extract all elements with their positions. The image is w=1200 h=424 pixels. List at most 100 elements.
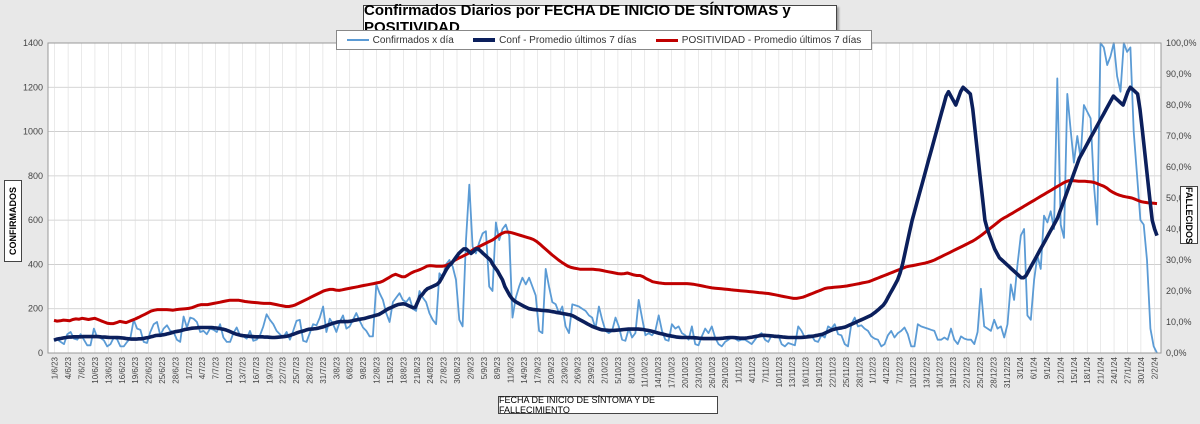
x-tick-label: 19/6/23 <box>131 356 140 383</box>
x-tick-label: 4/7/23 <box>198 356 207 379</box>
x-tick-label: 28/7/23 <box>305 356 314 383</box>
y2-tick-label: 100,0% <box>1166 38 1197 48</box>
x-tick-label: 2/9/23 <box>466 356 475 379</box>
y-tick-label: 600 <box>28 215 43 225</box>
x-tick-label: 26/10/23 <box>708 356 717 388</box>
y2-tick-label: 40,0% <box>1166 224 1192 234</box>
x-tick-label: 25/6/23 <box>158 356 167 383</box>
x-tick-label: 1/6/23 <box>51 356 60 379</box>
x-tick-label: 31/12/23 <box>1003 356 1012 388</box>
x-tick-label: 25/11/23 <box>842 356 851 387</box>
x-tick-label: 4/6/23 <box>64 356 73 379</box>
x-tick-label: 13/6/23 <box>104 356 113 383</box>
x-tick-label: 1/11/23 <box>735 356 744 383</box>
x-tick-label: 2/10/23 <box>601 356 610 383</box>
x-tick-label: 18/8/23 <box>399 356 408 383</box>
y2-tick-label: 50,0% <box>1166 193 1192 203</box>
x-tick-label: 17/10/23 <box>668 356 677 388</box>
x-tick-label: 23/10/23 <box>694 356 703 388</box>
x-tick-label: 24/1/24 <box>1110 356 1119 383</box>
x-tick-label: 7/12/23 <box>896 356 905 383</box>
x-tick-label: 28/12/23 <box>989 356 998 388</box>
legend-label-positividad: POSITIVIDAD - Promedio últimos 7 días <box>681 34 862 46</box>
x-tick-label: 8/10/23 <box>627 356 636 383</box>
legend-swatch-confirmados <box>346 39 369 41</box>
x-tick-label: 8/9/23 <box>493 356 502 379</box>
x-tick-label: 5/10/23 <box>614 356 623 383</box>
x-tick-label: 4/11/23 <box>748 356 757 383</box>
legend-swatch-promedio <box>473 38 496 42</box>
x-tick-label: 19/7/23 <box>265 356 274 383</box>
x-tick-label: 7/7/23 <box>212 356 221 379</box>
legend: Confirmados x día Conf - Promedio último… <box>336 30 872 50</box>
x-tick-label: 13/12/23 <box>922 356 931 388</box>
x-tick-label: 29/9/23 <box>587 356 596 383</box>
x-tick-label: 19/12/23 <box>949 356 958 388</box>
x-tick-label: 25/7/23 <box>292 356 301 383</box>
x-tick-label: 30/8/23 <box>453 356 462 383</box>
x-tick-label: 20/10/23 <box>681 356 690 388</box>
legend-item-positividad: POSITIVIDAD - Promedio últimos 7 días <box>655 34 862 46</box>
x-tick-label: 28/6/23 <box>171 356 180 383</box>
x-tick-label: 9/1/24 <box>1043 356 1052 379</box>
y2-tick-label: 90,0% <box>1166 69 1192 79</box>
x-tick-label: 3/1/24 <box>1016 356 1025 379</box>
x-tick-label: 15/1/24 <box>1070 356 1079 383</box>
legend-label-promedio: Conf - Promedio últimos 7 días <box>499 34 637 46</box>
x-tick-label: 12/8/23 <box>373 356 382 383</box>
x-tick-label: 21/8/23 <box>413 356 422 383</box>
legend-item-promedio: Conf - Promedio últimos 7 días <box>473 35 636 46</box>
x-tick-label: 9/8/23 <box>359 356 368 379</box>
legend-swatch-positividad <box>655 38 678 42</box>
x-tick-label: 7/11/23 <box>761 356 770 383</box>
series-line-1 <box>53 85 1159 342</box>
chart-title: Confirmados Diarios por FECHA DE INICIO … <box>363 2 837 36</box>
x-tick-label: 30/1/24 <box>1137 356 1146 383</box>
y-tick-label: 1000 <box>23 127 43 137</box>
x-tick-label: 11/9/23 <box>507 356 516 383</box>
y-tick-label: 800 <box>28 171 43 181</box>
x-axis-label: FECHA DE INICIO DE SÍNTOMA Y DE FALLECIM… <box>498 395 718 415</box>
x-tick-label: 6/8/23 <box>346 356 355 379</box>
x-tick-label: 10/11/23 <box>775 356 784 387</box>
x-tick-label: 5/9/23 <box>480 356 489 379</box>
x-tick-label: 28/11/23 <box>855 356 864 387</box>
x-tick-label: 16/12/23 <box>936 356 945 388</box>
y-tick-label: 200 <box>28 304 43 314</box>
y-tick-label: 1200 <box>23 82 43 92</box>
x-tick-label: 22/6/23 <box>145 356 154 383</box>
y-tick-label: 1400 <box>23 38 43 48</box>
x-tick-label: 1/12/23 <box>869 356 878 383</box>
x-tick-label: 14/10/23 <box>654 356 663 388</box>
x-tick-label: 2/2/24 <box>1150 356 1159 379</box>
y-tick-label: 400 <box>28 259 43 269</box>
x-tick-label: 10/6/23 <box>91 356 100 383</box>
x-tick-label: 27/1/24 <box>1123 356 1132 383</box>
legend-label-confirmados: Confirmados x día <box>372 34 454 46</box>
series-line-2 <box>53 179 1158 326</box>
y2-tick-label: 10,0% <box>1166 317 1192 327</box>
x-tick-label: 16/7/23 <box>252 356 261 383</box>
x-tick-label: 13/7/23 <box>238 356 247 383</box>
x-tick-label: 24/8/23 <box>426 356 435 383</box>
x-tick-label: 14/9/23 <box>520 356 529 383</box>
y-axis-label: CONFIRMADOS <box>4 180 22 262</box>
x-tick-label: 16/11/23 <box>802 356 811 387</box>
y2-axis-label: FALLECIDOS <box>1180 186 1198 244</box>
y-tick-label: 0 <box>38 348 43 358</box>
x-tick-label: 7/6/23 <box>78 356 87 379</box>
y2-tick-label: 0,0% <box>1166 348 1187 358</box>
x-tick-label: 22/7/23 <box>279 356 288 383</box>
x-tick-label: 10/7/23 <box>225 356 234 383</box>
y2-tick-label: 20,0% <box>1166 286 1192 296</box>
x-axis-ticks: 1/6/23 4/6/23 7/6/23 10/6/23 13/6/23 16/6/23 1… <box>51 356 1160 388</box>
x-tick-label: 17/9/23 <box>533 356 542 383</box>
x-tick-label: 4/12/23 <box>882 356 891 383</box>
x-tick-label: 29/10/23 <box>721 356 730 388</box>
x-tick-label: 27/8/23 <box>440 356 449 383</box>
x-tick-label: 19/11/23 <box>815 356 824 387</box>
x-tick-label: 6/1/24 <box>1030 356 1039 379</box>
x-tick-label: 18/1/24 <box>1083 356 1092 383</box>
x-tick-label: 20/9/23 <box>547 356 556 383</box>
